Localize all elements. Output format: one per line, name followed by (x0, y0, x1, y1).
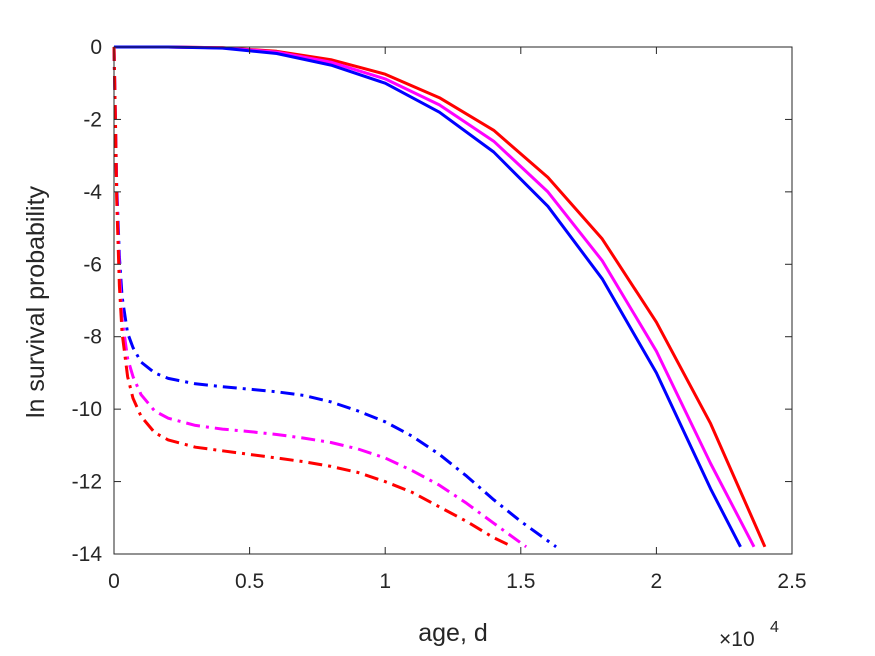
x-multiplier-exponent: 4 (770, 619, 779, 636)
y-ticks: 0 -2 -4 -6 -8 -10 -12 -14 (72, 36, 792, 566)
x-axis-label: age, d (418, 619, 488, 647)
y-tick-label: -4 (83, 181, 102, 204)
y-tick-label: -2 (83, 108, 102, 131)
y-tick-label: -14 (72, 543, 103, 566)
series-line-5 (112, 46, 528, 549)
x-multiplier: ×10 4 (719, 619, 779, 651)
series-line-1 (114, 45, 767, 548)
y-tick-label: -10 (72, 398, 102, 421)
axes (113, 46, 793, 555)
axes-box (113, 46, 793, 555)
x-ticks: 0 0.5 1 1.5 2 2.5 (108, 47, 807, 593)
series-line-2 (114, 45, 756, 548)
x-tick-label: 1 (379, 570, 391, 593)
x-tick-label: 0 (108, 570, 120, 593)
series-line-4 (112, 46, 557, 549)
y-tick-label: 0 (90, 36, 102, 59)
y-tick-label: -6 (83, 253, 102, 276)
y-tick-label: -8 (83, 326, 102, 349)
series-line-6 (112, 46, 514, 549)
x-tick-label: 2.5 (777, 570, 806, 593)
series-line-3 (114, 45, 742, 548)
plot-lines (112, 45, 767, 549)
x-multiplier-base: ×10 (719, 628, 755, 651)
y-tick-label: -12 (72, 471, 102, 494)
x-tick-label: 0.5 (235, 570, 264, 593)
x-tick-label: 1.5 (506, 570, 535, 593)
y-axis-label: ln survival probability (22, 185, 50, 418)
x-tick-label: 2 (651, 570, 663, 593)
